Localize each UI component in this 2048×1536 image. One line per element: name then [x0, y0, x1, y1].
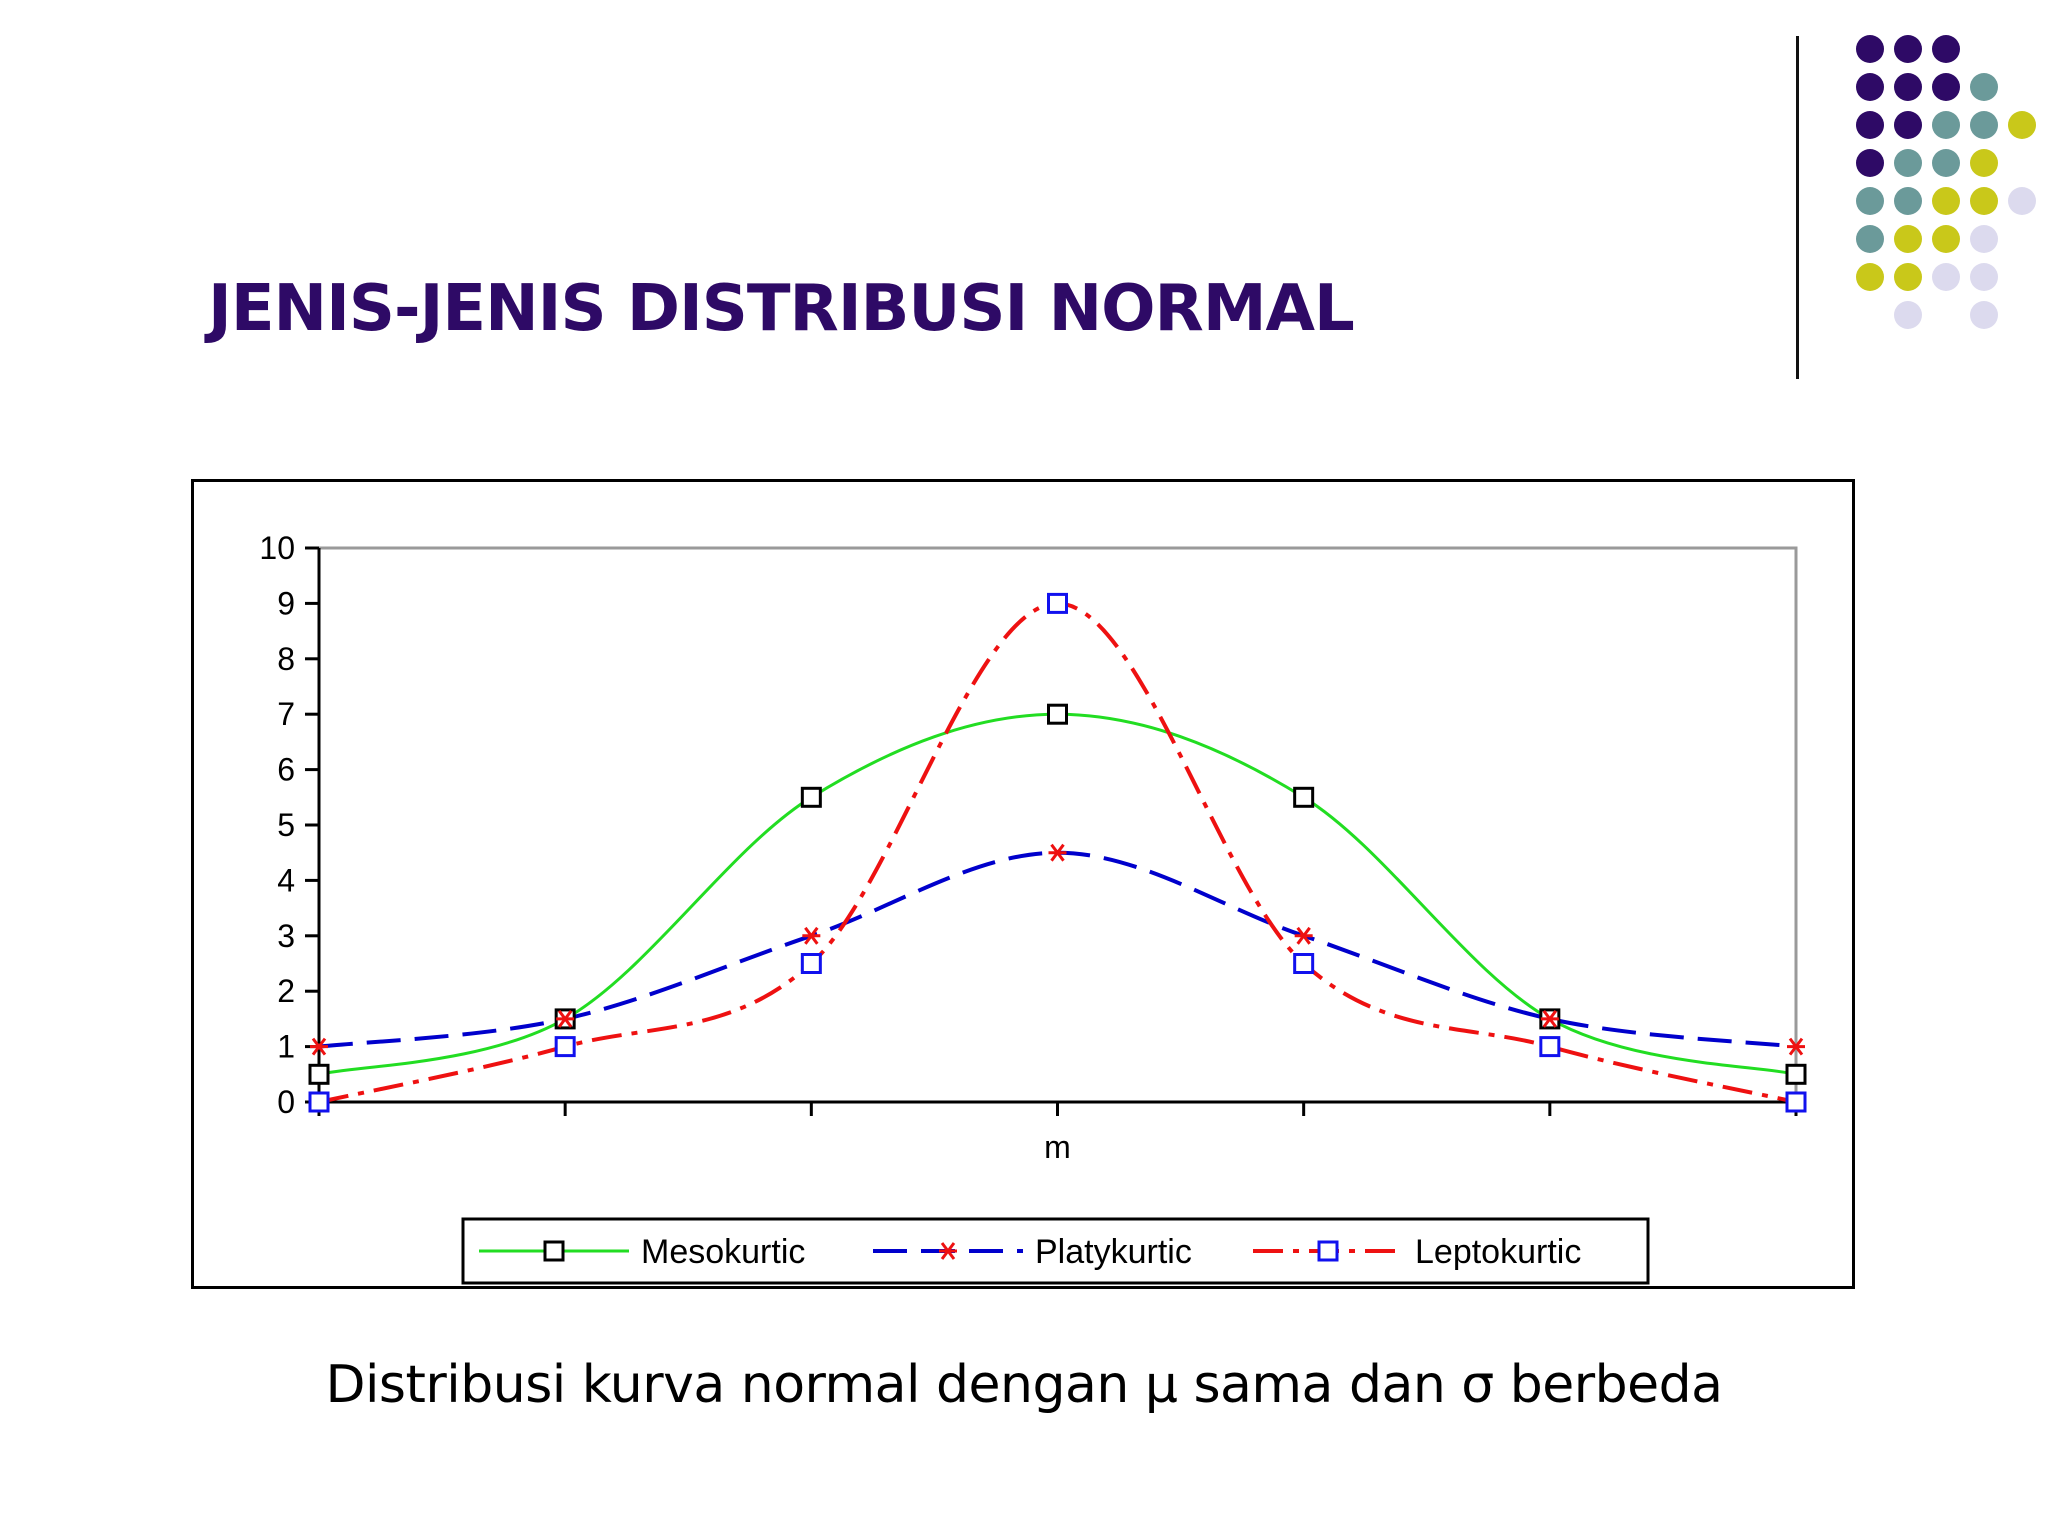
series-line-platykurtic [318, 850, 1797, 1049]
decor-dot-purple [1856, 111, 1884, 139]
data-point-platykurtic [1294, 926, 1313, 945]
y-tick-label: 10 [259, 530, 295, 566]
legend-label-mesokurtic: Mesokurtic [641, 1233, 805, 1271]
data-point-mesokurtic [308, 1063, 330, 1085]
decor-dot-olive [1970, 149, 1998, 177]
legend-marker-mesokurtic [543, 1240, 565, 1262]
decor-dot-olive [1970, 187, 1998, 215]
data-point-mesokurtic [1047, 703, 1068, 725]
decor-dot-olive [1932, 187, 1960, 215]
decor-dot-olive [2008, 111, 2036, 139]
data-point-platykurtic [556, 1010, 575, 1028]
legend-label-leptokurtic: Leptokurtic [1415, 1233, 1581, 1271]
decor-dot-purple [1894, 35, 1922, 63]
data-point-platykurtic [802, 926, 821, 945]
chart-frame: 0 1 2 3 4 5 6 7 8 9 10 m Mesokurtic Platykurtic Leptok… [191, 479, 1855, 1289]
vertical-divider-line [1796, 36, 1799, 379]
series-line-mesokurtic [318, 712, 1797, 1076]
y-tick-label: 7 [277, 696, 295, 732]
y-tick-label: 1 [277, 1029, 295, 1065]
decor-dot-lavender [2008, 187, 2036, 215]
decor-dot-teal [1932, 149, 1960, 177]
decor-dot-lavender [1970, 225, 1998, 253]
decor-dot-teal [1970, 111, 1998, 139]
data-point-leptokurtic [1293, 953, 1315, 974]
decor-dot-lavender [1932, 263, 1960, 291]
decor-dot-lavender [1970, 263, 1998, 291]
decor-dot-purple [1856, 35, 1884, 63]
data-point-leptokurtic [1539, 1036, 1561, 1058]
decor-dot-teal [1856, 225, 1884, 253]
y-tick-label: 9 [277, 585, 295, 621]
decor-dot-teal [1856, 187, 1884, 215]
data-point-mesokurtic [1293, 786, 1315, 808]
data-point-platykurtic [1540, 1010, 1559, 1028]
data-point-platykurtic [310, 1037, 328, 1056]
plot-area [317, 546, 1798, 1104]
decor-dot-teal [1894, 149, 1922, 177]
decor-dot-purple [1932, 35, 1960, 63]
data-point-leptokurtic [1785, 1091, 1807, 1113]
decor-dot-purple [1856, 149, 1884, 177]
legend-label-platykurtic: Platykurtic [1035, 1233, 1192, 1271]
legend-marker-platykurtic [939, 1242, 957, 1260]
data-point-leptokurtic [308, 1091, 330, 1113]
y-tick-label: 5 [277, 807, 295, 843]
data-point-mesokurtic [800, 786, 822, 808]
y-tick-label: 2 [277, 973, 295, 1009]
decor-dot-olive [1894, 225, 1922, 253]
decor-dot-purple [1894, 111, 1922, 139]
slide-title: JENIS-JENIS DISTRIBUSI NORMAL [208, 272, 1355, 346]
data-point-leptokurtic [554, 1036, 576, 1058]
data-point-platykurtic [1048, 843, 1067, 862]
y-tick-label: 3 [277, 918, 295, 954]
decor-dot-teal [1970, 73, 1998, 101]
decor-dot-lavender [1970, 301, 1998, 329]
y-tick-label: 8 [277, 641, 295, 677]
chart-legend [461, 1217, 1650, 1285]
y-tick-label: 4 [277, 862, 295, 898]
decor-dot-lavender [1894, 301, 1922, 329]
data-point-platykurtic [1787, 1037, 1805, 1056]
data-point-leptokurtic [800, 953, 822, 974]
decor-dot-teal [1894, 187, 1922, 215]
line-chart: 0 1 2 3 4 5 6 7 8 9 10 m Mesokurtic Platykurtic Leptok… [259, 530, 1807, 1285]
decor-dot-purple [1894, 73, 1922, 101]
decor-dot-olive [1932, 225, 1960, 253]
y-tick-label: 6 [277, 752, 295, 788]
slide-caption: Distribusi kurva normal dengan μ sama da… [325, 1355, 1723, 1415]
data-point-mesokurtic [1785, 1063, 1807, 1085]
decor-dot-teal [1932, 111, 1960, 139]
decor-dot-purple [1932, 73, 1960, 101]
x-axis-label: m [1044, 1129, 1071, 1165]
decor-dot-purple [1856, 73, 1884, 101]
legend-marker-leptokurtic [1317, 1240, 1339, 1262]
y-tick-label: 0 [277, 1084, 295, 1120]
data-point-leptokurtic [1047, 592, 1068, 614]
decor-dot-olive [1894, 263, 1922, 291]
decor-dot-olive [1856, 263, 1884, 291]
